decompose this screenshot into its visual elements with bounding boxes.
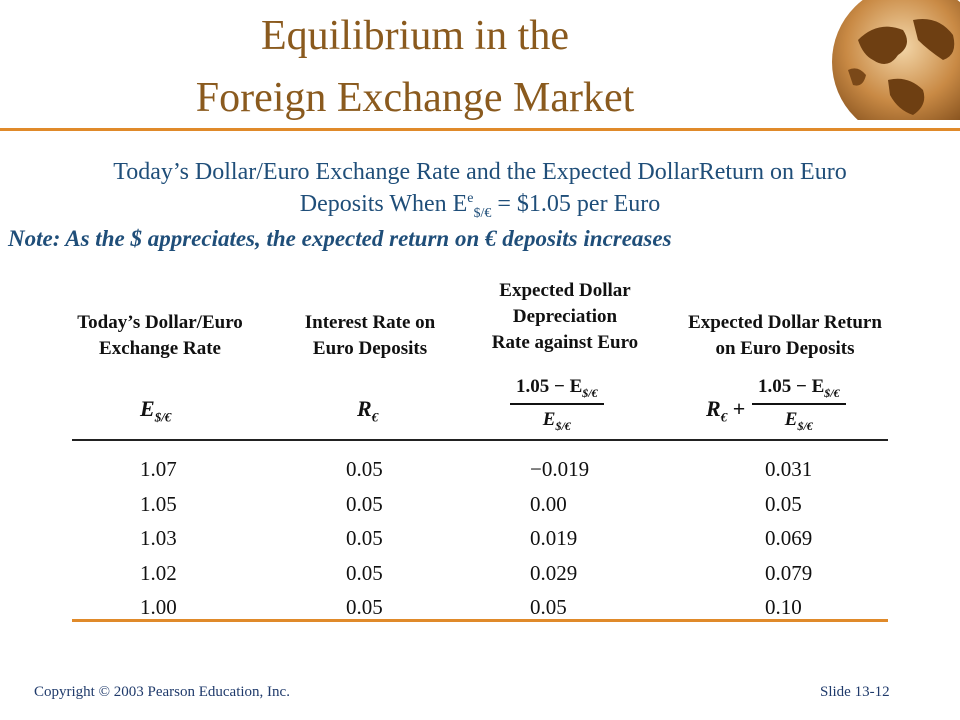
table-cell: 0.05	[346, 457, 383, 481]
table-cell: 0.10	[765, 595, 802, 619]
symbol-return-prefix: R€ +	[706, 396, 746, 425]
title-divider	[0, 128, 960, 131]
table-cell: 1.05	[140, 491, 177, 516]
header-expected-return: Expected Dollar Return on Euro Deposits	[688, 312, 882, 359]
table-cell: 0.031	[765, 457, 813, 481]
column-exchange-rate: 1.07 1.05 1.03 1.02 1.00	[140, 452, 177, 625]
table-cell: 0.069	[765, 526, 813, 550]
symbol-exchange-rate: E$/€	[140, 396, 172, 425]
table-cell: 0.05	[346, 595, 383, 619]
formula-expected-return: 1.05 − E$/€ E$/€	[752, 376, 846, 434]
table-cell: 0.05	[765, 491, 802, 516]
globe-icon	[832, 0, 960, 120]
table-cell: 0.019	[530, 526, 578, 550]
table-cell: −0.019	[530, 457, 590, 481]
header-interest-rate: Interest Rate on Euro Deposits	[304, 312, 436, 359]
table-cell: 1.03	[140, 526, 177, 550]
table-top-rule	[72, 439, 888, 441]
symbol-interest-rate: R€	[357, 396, 379, 425]
slide-title-line2: Foreign Exchange Market	[195, 75, 635, 121]
column-interest-rate: 0.05 0.05 0.05 0.05 0.05	[346, 452, 383, 625]
subtitle-line1: Today’s Dollar/Euro Exchange Rate and th…	[113, 159, 847, 185]
slide-title-line1: Equilibrium in the	[261, 13, 569, 59]
note-text: Note: As the $ appreciates, the expected…	[8, 226, 672, 251]
table-cell: 1.07	[140, 457, 177, 481]
header-exchange-rate: Today’s Dollar/Euro Exchange Rate	[77, 312, 243, 359]
slide-number: Slide 13-12	[820, 684, 890, 700]
copyright-text: Copyright © 2003 Pearson Education, Inc.	[34, 684, 290, 700]
table-cell: 1.00	[140, 595, 177, 619]
table-cell: 0.079	[765, 560, 813, 585]
column-expected-return: 0.031 0.05 0.069 0.079 0.10	[765, 452, 812, 625]
table-cell: 0.05	[530, 595, 567, 619]
table-cell: 0.05	[346, 526, 383, 550]
table-cell: 0.00	[530, 491, 567, 516]
header-depreciation: Expected Dollar Depreciation Rate agains…	[491, 280, 639, 353]
table-cell: 0.05	[346, 560, 383, 585]
table-cell: 1.02	[140, 560, 177, 585]
table-cell: 0.05	[346, 491, 383, 516]
subtitle-line2: Deposits When Ee$/€ = $1.05 per Euro	[299, 191, 661, 221]
subtitle: Today’s Dollar/Euro Exchange Rate and th…	[0, 156, 960, 220]
formula-depreciation: 1.05 − E$/€ E$/€	[510, 376, 604, 434]
table-bottom-rule	[72, 619, 888, 622]
table-cell: 0.029	[530, 560, 578, 585]
column-depreciation: −0.019 0.00 0.019 0.029 0.05	[530, 452, 589, 625]
